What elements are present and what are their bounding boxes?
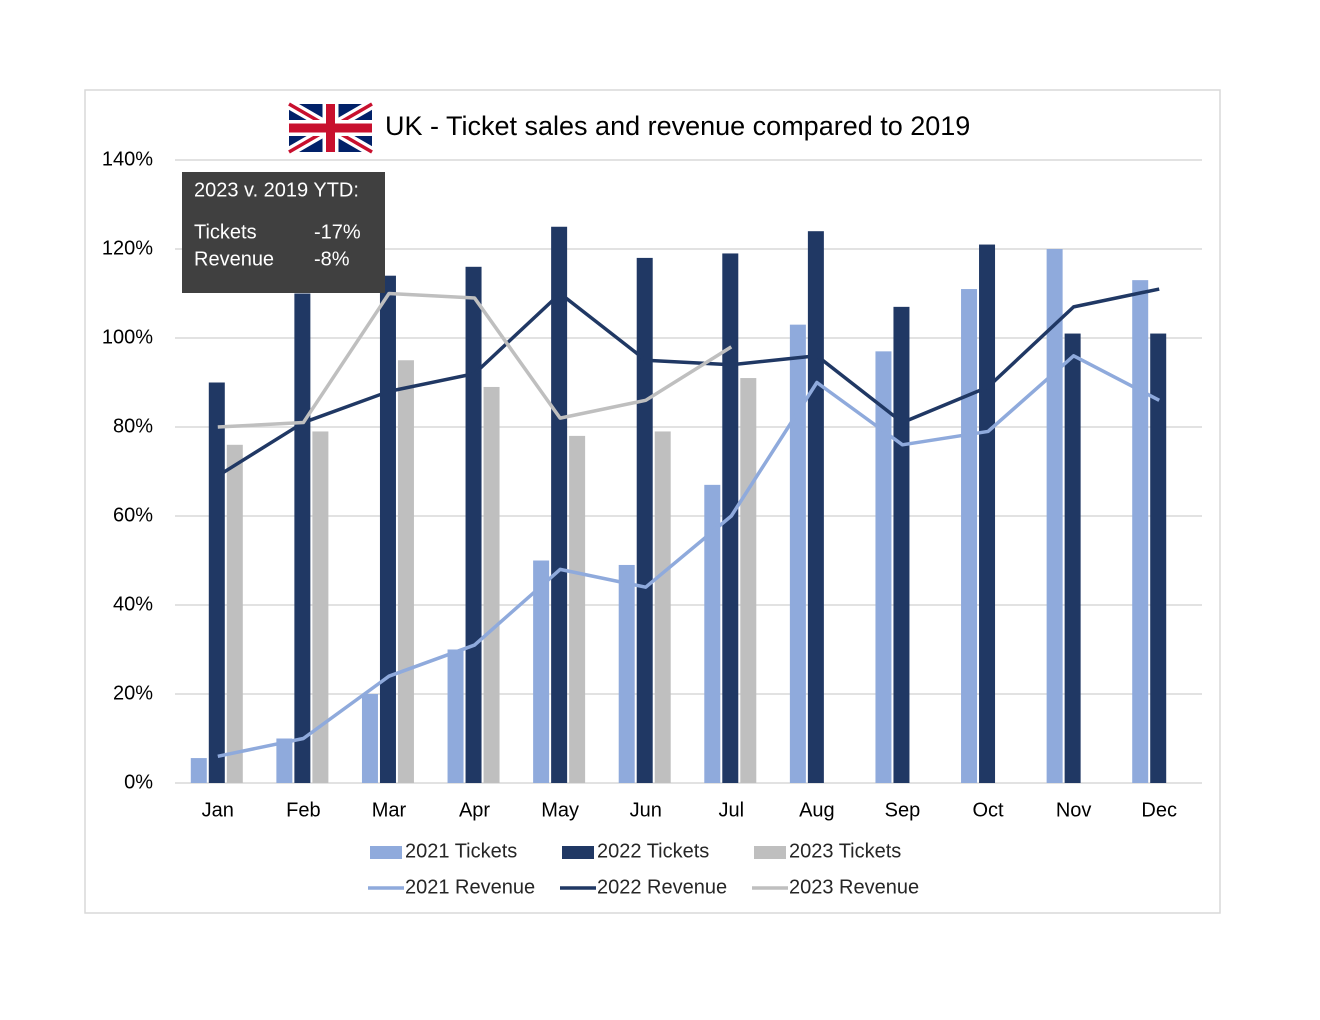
bar [740, 378, 757, 783]
annotation-heading: 2023 v. 2019 YTD: [194, 179, 359, 201]
bar [618, 564, 635, 783]
bar [379, 275, 396, 783]
bar [361, 694, 378, 783]
bar [397, 360, 414, 783]
x-tick-label: Jun [630, 799, 662, 821]
bar [807, 231, 824, 783]
bar [276, 738, 293, 783]
line [217, 354, 1161, 759]
x-tick-label: Jul [719, 799, 745, 821]
x-tick-label: Aug [799, 799, 835, 821]
bar [789, 324, 806, 783]
bar [961, 289, 978, 783]
x-tick-label: Sep [885, 799, 921, 821]
bar [226, 444, 243, 783]
legend: 2021 Tickets 2022 Tickets 2023 Tickets 2021… [368, 840, 919, 898]
annotation-box: 2023 v. 2019 YTD: Tickets -17% Revenue -… [182, 172, 385, 293]
bar [447, 649, 464, 783]
legend-swatch [562, 846, 594, 859]
y-tick-label: 0% [124, 771, 153, 793]
annotation-clip: 2023 v. 2019 YTD: Tickets -17% Revenue -… [194, 179, 361, 270]
x-tick-label: Apr [459, 799, 490, 821]
bar [190, 758, 207, 783]
legend-swatch [370, 846, 402, 859]
bar [636, 257, 653, 783]
bar [569, 435, 586, 783]
annotation-value: -17% [314, 221, 361, 243]
x-tick-label: Mar [372, 799, 407, 821]
legend-label: 2022 Tickets [597, 840, 709, 862]
uk-flag [286, 99, 375, 157]
y-tick-label: 120% [102, 237, 153, 259]
bar [704, 484, 721, 783]
x-tick-label: Dec [1141, 799, 1177, 821]
x-tick-label: Feb [286, 799, 320, 821]
x-tick-label: Oct [972, 799, 1004, 821]
legend-label: 2021 Tickets [405, 840, 517, 862]
bar [208, 382, 225, 783]
annotation-label: Revenue [194, 248, 274, 270]
legend-label: 2021 Revenue [405, 876, 535, 898]
line [216, 287, 1160, 478]
x-tick-label: Nov [1056, 799, 1092, 821]
y-tick-label: 60% [113, 504, 153, 526]
bar [893, 306, 910, 783]
x-tick-label: Jan [202, 799, 234, 821]
x-tick-label: May [541, 799, 579, 821]
bar [1132, 280, 1149, 783]
y-tick-label: 140% [102, 148, 153, 170]
legend-label: 2023 Tickets [789, 840, 901, 862]
y-tick-label: 100% [102, 326, 153, 348]
bar [533, 560, 550, 783]
bar [1150, 333, 1167, 783]
bar [483, 386, 500, 783]
bar [654, 431, 671, 783]
y-tick-label: 20% [113, 682, 153, 704]
bar [1046, 249, 1063, 783]
bar [551, 226, 568, 783]
bar [875, 351, 892, 783]
bar [294, 293, 311, 783]
bar [312, 431, 329, 783]
y-tick-label: 40% [113, 593, 153, 615]
annotation-label: Tickets [194, 221, 257, 243]
chart-title: UK - Ticket sales and revenue compared t… [385, 111, 970, 141]
bar [979, 244, 996, 784]
legend-label: 2023 Revenue [789, 876, 919, 898]
line [217, 291, 733, 429]
bar [465, 266, 482, 783]
legend-label: 2022 Revenue [597, 876, 727, 898]
bar [1064, 333, 1081, 783]
plot-area: 0% 20% 40% 60% 80% 100% 120% 140% Jan Feb Mar Apr Ma… [102, 148, 1202, 821]
annotation-value: -8% [314, 248, 350, 270]
y-tick-label: 80% [113, 415, 153, 437]
legend-swatch [754, 846, 786, 859]
